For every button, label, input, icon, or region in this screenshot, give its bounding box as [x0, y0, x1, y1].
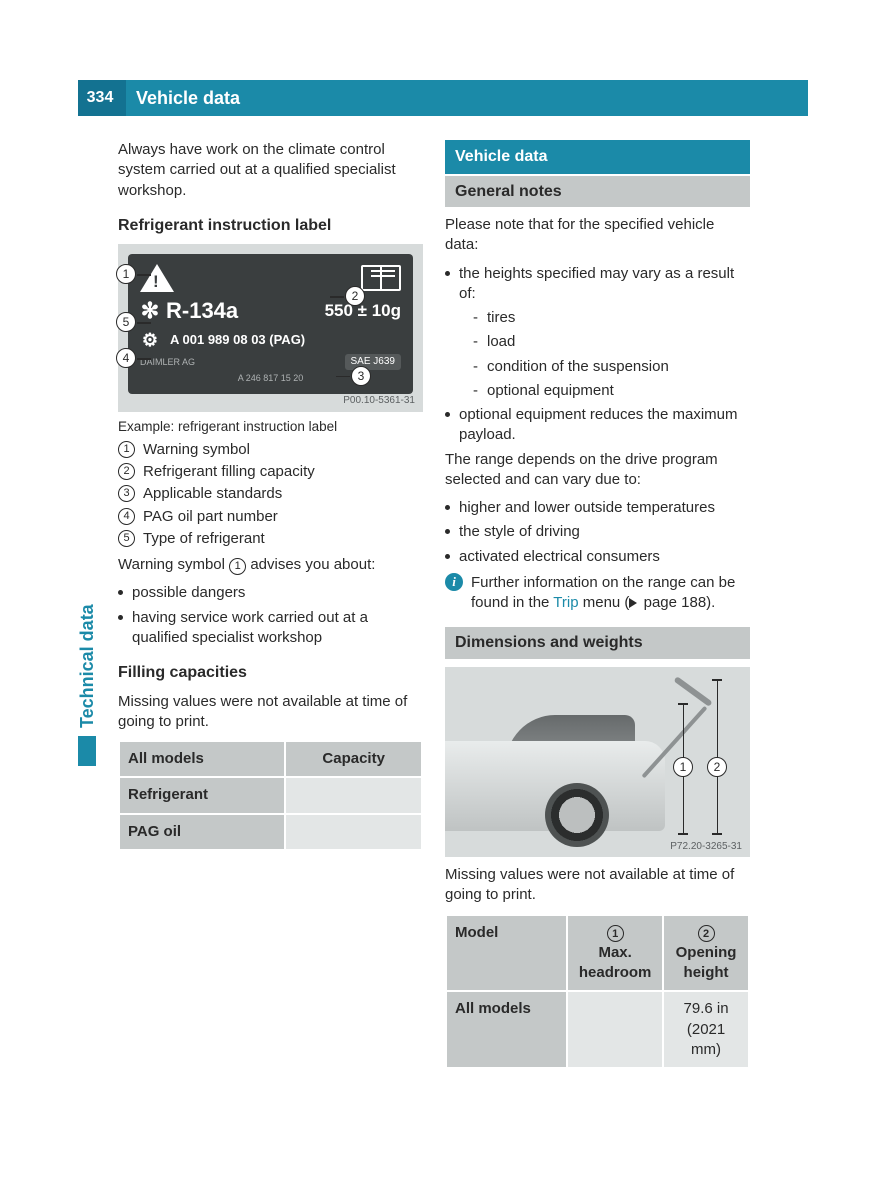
content: Always have work on the climate control … [118, 140, 750, 1069]
notes-list-1: the heights specified may vary as a resu… [445, 264, 750, 446]
refrigerant-label-figure: ✻ R-134a 550 ± 10g ⚙ A 001 989 08 03 (PA… [118, 244, 423, 411]
please-note: Please note that for the specified vehic… [445, 215, 750, 256]
dim-h3-num: 2 [698, 925, 715, 942]
tick [712, 679, 722, 681]
intro-text: Always have work on the climate control … [118, 140, 423, 201]
dim-h3: 2 Opening height [663, 915, 749, 992]
filling-capacities-heading: Filling capacities [118, 662, 423, 684]
warning-list: possible dangers having service work car… [118, 583, 423, 648]
car-wheel [545, 783, 609, 847]
dim-v2b: (2021 mm) [687, 1021, 725, 1058]
barcode-text: A 246 817 15 20 [238, 372, 304, 384]
cap-r2c2 [285, 814, 422, 850]
left-column: Always have work on the climate control … [118, 140, 423, 1069]
tick [678, 833, 688, 835]
capacities-table: All models Capacity Refrigerant PAG oil [118, 740, 423, 851]
def-1: Warning symbol [143, 440, 250, 460]
dim-h2: 1 Max. headroom [567, 915, 663, 992]
warning-triangle-icon [140, 264, 174, 292]
side-tab-label: Technical data [75, 591, 99, 741]
oil-icon: ⚙ [140, 330, 160, 350]
factor-load: load [473, 332, 750, 352]
vehicle-dimensions-figure: 1 2 P72.20-3265-31 [445, 667, 750, 857]
info-page: page 188). [639, 594, 715, 611]
callout-definitions: 1 Warning symbol 2 Refrigerant filling cap… [118, 440, 423, 549]
def-5-num: 5 [118, 530, 135, 547]
dim-r1c3: 79.6 in (2021 mm) [663, 991, 749, 1068]
dim-callout-1: 1 [673, 757, 693, 777]
side-tab: Technical data [78, 596, 98, 754]
factor-equipment: optional equipment [473, 381, 750, 401]
trip-link: Trip [553, 594, 578, 611]
cap-r2c1: PAG oil [119, 814, 285, 850]
dim-h2-num: 1 [607, 925, 624, 942]
range-1: higher and lower outside temperatures [445, 498, 750, 518]
example-caption: Example: refrigerant instruction label [118, 418, 423, 436]
missing-values-note-2: Missing values were not available at tim… [445, 865, 750, 906]
def-4: PAG oil part number [143, 507, 278, 527]
dim-h2-label: Max. headroom [579, 944, 652, 981]
cap-h1: All models [119, 741, 285, 777]
refrigerant-type: R-134a [166, 296, 238, 326]
cap-h2: Capacity [285, 741, 422, 777]
range-2: the style of driving [445, 522, 750, 542]
height-factors: tires load condition of the suspension o… [459, 308, 750, 401]
dim-callout-2: 2 [707, 757, 727, 777]
def-2: Refrigerant filling capacity [143, 462, 315, 482]
tick [712, 833, 722, 835]
snowflake-icon: ✻ [140, 301, 160, 321]
dim-v2a: 79.6 in [684, 1000, 729, 1017]
car-figure-code: P72.20-3265-31 [670, 840, 742, 854]
right-column: Vehicle data General notes Please note t… [445, 140, 750, 1069]
info-icon: i [445, 573, 463, 591]
refrigerant-label-heading: Refrigerant instruction label [118, 215, 423, 237]
range-list: higher and lower outside temperatures th… [445, 498, 750, 567]
side-tab-marker [78, 736, 96, 766]
dim-r1c2 [567, 991, 663, 1068]
dim-h3-label: Opening height [676, 944, 737, 981]
page-header: 334 Vehicle data [78, 80, 808, 116]
missing-values-note: Missing values were not available at tim… [118, 692, 423, 733]
def-2-num: 2 [118, 463, 135, 480]
dim-r1c1: All models [446, 991, 567, 1068]
warning-intro: Warning symbol 1 advises you about: [118, 555, 423, 575]
page-ref-icon [629, 598, 637, 608]
general-notes-heading: General notes [445, 176, 750, 208]
dim-h1: Model [446, 915, 567, 992]
vehicle-data-heading: Vehicle data [445, 140, 750, 174]
manual-icon [361, 265, 401, 291]
pag-number: A 001 989 08 03 (PAG) [170, 331, 305, 349]
def-3: Applicable standards [143, 484, 282, 504]
page-number: 334 [78, 80, 126, 116]
notes-1-text: the heights specified may vary as a resu… [459, 265, 734, 302]
notes-2: optional equipment reduces the maximum p… [445, 405, 750, 446]
figure-code: P00.10-5361-31 [343, 394, 415, 408]
factor-tires: tires [473, 308, 750, 328]
warn-post: advises you about: [246, 556, 375, 573]
info-post: menu ( [579, 594, 630, 611]
cap-r1c2 [285, 777, 422, 813]
tick [678, 703, 688, 705]
sae-pill: SAE J639 [345, 354, 401, 370]
warn-pre: Warning symbol [118, 556, 229, 573]
info-note: i Further information on the range can b… [445, 573, 750, 614]
callout-3: 3 [351, 366, 371, 386]
def-3-num: 3 [118, 485, 135, 502]
inline-circ-1: 1 [229, 558, 246, 575]
warn-item-1: possible dangers [118, 583, 423, 603]
notes-1: the heights specified may vary as a resu… [445, 264, 750, 402]
factor-suspension: condition of the suspension [473, 357, 750, 377]
range-depends: The range depends on the drive program s… [445, 450, 750, 491]
cap-r1c1: Refrigerant [119, 777, 285, 813]
refrigerant-fill: 550 ± 10g [325, 300, 401, 323]
def-1-num: 1 [118, 441, 135, 458]
info-text: Further information on the range can be … [471, 573, 750, 614]
range-3: activated electrical consumers [445, 547, 750, 567]
page-title: Vehicle data [126, 86, 240, 110]
dimensions-heading: Dimensions and weights [445, 627, 750, 659]
def-4-num: 4 [118, 508, 135, 525]
warn-item-2: having service work carried out at a qua… [118, 608, 423, 649]
dimensions-table: Model 1 Max. headroom 2 Opening height A… [445, 914, 750, 1070]
def-5: Type of refrigerant [143, 529, 265, 549]
